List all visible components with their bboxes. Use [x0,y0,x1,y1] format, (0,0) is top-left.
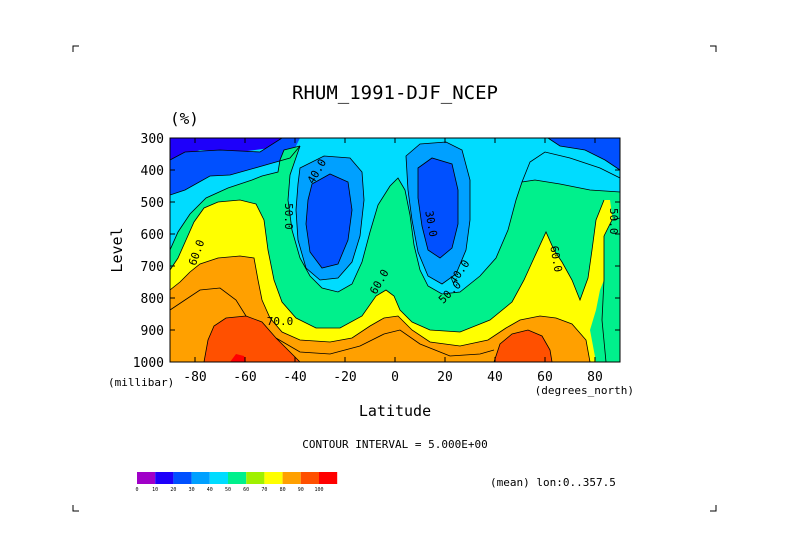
colorbar-swatch [246,472,265,484]
fill-red-orange [204,316,300,362]
fill-top-dark-right [548,138,620,170]
colorbar-swatch [137,472,156,484]
fill-red-orange-right [494,330,552,362]
y-tick-label: 1000 [133,356,164,371]
x-units-label: (degrees_north) [535,384,634,397]
x-tick-label: -60 [233,370,256,385]
colorbar-label: 20 [170,487,176,493]
x-tick-label: -40 [283,370,306,385]
colorbar-label: 90 [298,487,304,493]
colorbar-label: 10 [152,487,158,493]
colorbar-swatch [319,472,338,484]
fill-min-left-30 [306,174,352,268]
colorbar-swatch [173,472,192,484]
y-units-label: (millibar) [108,376,174,389]
colorbar-label: 70 [261,487,267,493]
colorbar-swatch [155,472,174,484]
contour-fill [170,138,620,362]
fill-top-blue-left [170,138,300,195]
chart-units: (%) [170,109,199,128]
colorbar-label: 60 [243,487,249,493]
mean-subtitle: (mean) lon:0..357.5 [490,476,616,489]
fill-red-spot [230,354,246,362]
colorbar-swatch [228,472,247,484]
colorbar-swatch [300,472,319,484]
contour-interval-label: CONTOUR INTERVAL = 5.000E+00 [302,438,487,451]
contour-label: 50.0 [282,203,295,230]
colorbar-label: 50 [225,487,231,493]
plot-area: 40.050.0 30.040.060.0 50.060.070.060.050.0… [133,132,621,385]
colorbar-label: 30 [189,487,195,493]
x-tick-label: -20 [333,370,356,385]
colorbar-label: 0 [135,487,138,493]
colorbar-swatch [209,472,228,484]
y-axis-label: Level [108,227,126,272]
colorbar-label: 100 [314,487,323,493]
contour-label: 50.0 [607,208,620,235]
x-axis-label: Latitude [359,402,431,420]
y-axis: 300 400 500 600 700 800 900 1000 [133,132,620,371]
y-tick-label: 400 [141,164,164,179]
contour-label: 30.0 [422,210,439,238]
y-tick-label: 700 [141,260,164,275]
x-tick-label: -80 [183,370,206,385]
y-tick-label: 500 [141,196,164,211]
colorbar-label: 80 [280,487,286,493]
contour-label: 70.0 [267,315,294,328]
contour-label: 60.0 [547,245,564,273]
colorbar-swatch [282,472,301,484]
fill-min-right-30 [418,158,458,258]
fill-yellow [170,200,614,362]
chart-title: RHUM_1991-DJF_NCEP [292,82,498,104]
x-axis: -80 -60 -40 -20 0 20 40 60 80 [183,138,603,385]
fill-green-right [602,218,620,362]
x-tick-label: 80 [587,370,603,385]
colorbar-swatch [191,472,210,484]
crop-marks [72,45,717,512]
colorbar: 0 10 20 30 40 50 60 70 80 90 100 [135,472,338,493]
contour-lines [170,138,620,362]
y-tick-label: 800 [141,292,164,307]
y-tick-label: 900 [141,324,164,339]
x-tick-label: 0 [391,370,399,385]
x-tick-label: 20 [437,370,453,385]
colorbar-label: 40 [207,487,213,493]
fill-orange [170,256,590,362]
colorbar-swatch [264,472,283,484]
x-tick-label: 40 [487,370,503,385]
y-tick-label: 300 [141,132,164,147]
x-tick-label: 60 [537,370,553,385]
y-tick-label: 600 [141,228,164,243]
